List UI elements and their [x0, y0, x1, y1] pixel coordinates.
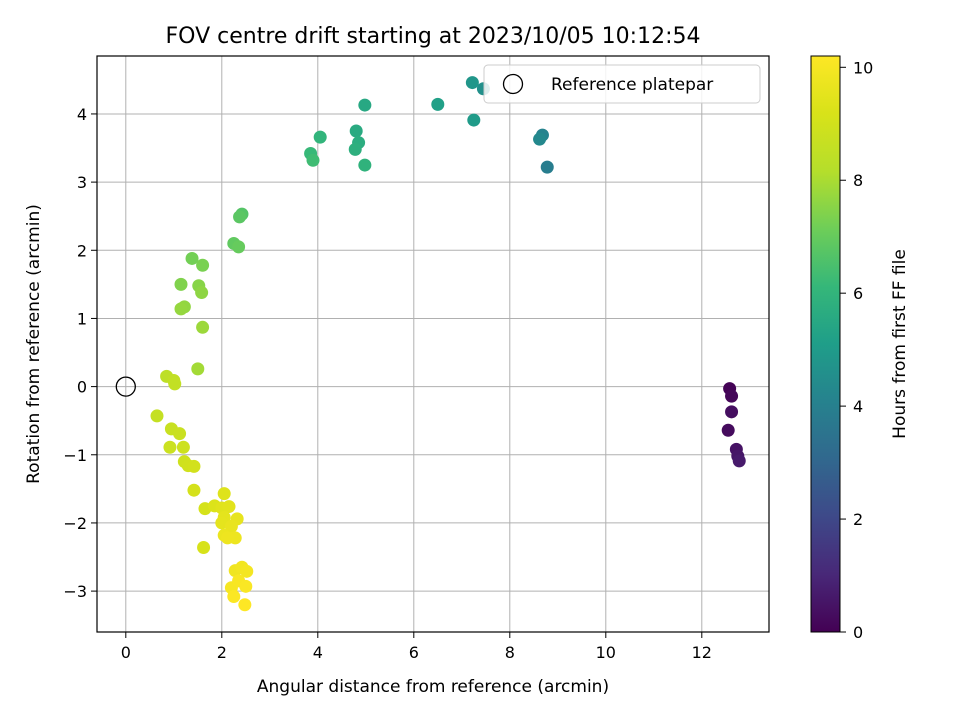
data-point [187, 483, 201, 497]
data-point [197, 540, 211, 554]
data-point [238, 598, 252, 612]
data-point [725, 389, 739, 403]
data-point [358, 158, 372, 172]
colorbar-tick-label: 4 [853, 397, 863, 416]
chart-title: FOV centre drift starting at 2023/10/05 … [166, 24, 701, 49]
x-tick-label: 6 [409, 643, 419, 662]
y-tick-label: −2 [63, 514, 87, 533]
colorbar-tick-label: 10 [853, 58, 873, 77]
colorbar-tick-label: 0 [853, 623, 863, 642]
legend-box [483, 64, 761, 104]
colorbar: 0 2 4 6 8 10 Hours from first FF file [810, 55, 910, 642]
data-point [732, 454, 746, 468]
x-tick-label: 8 [505, 643, 515, 662]
data-point [349, 124, 363, 138]
x-tick-label: 2 [217, 643, 227, 662]
data-point [227, 590, 241, 604]
data-point [232, 240, 246, 254]
data-point [174, 277, 188, 291]
y-tick-label: 3 [77, 173, 87, 192]
data-point [195, 286, 209, 300]
y-tick-label: 2 [77, 241, 87, 260]
colorbar-tick-label: 8 [853, 171, 863, 190]
y-tick-label: −1 [63, 446, 87, 465]
data-point [221, 531, 235, 545]
plot-frame [96, 55, 770, 633]
x-axis-label: Angular distance from reference (arcmin) [257, 677, 609, 697]
legend: Reference platepar [483, 64, 761, 104]
x-tick-label: 12 [692, 643, 712, 662]
colorbar-label: Hours from first FF file [890, 249, 910, 439]
y-axis-label: Rotation from reference (arcmin) [24, 204, 44, 484]
data-point [233, 210, 247, 224]
data-point [467, 113, 481, 127]
legend-label-reference: Reference platepar [551, 75, 713, 95]
data-point [306, 153, 320, 167]
data-point [173, 427, 187, 441]
x-tick-label: 0 [121, 643, 131, 662]
data-point [725, 405, 739, 419]
data-point [540, 160, 554, 174]
data-point [465, 76, 479, 90]
x-tick-label: 10 [596, 643, 616, 662]
data-point [721, 423, 735, 437]
data-point [187, 459, 201, 473]
data-point [174, 302, 188, 316]
data-point [533, 132, 547, 146]
data-point [431, 97, 445, 111]
y-tick-label: 4 [77, 105, 87, 124]
data-point [358, 98, 372, 112]
data-point [191, 362, 205, 376]
legend-marker-reference [502, 73, 524, 95]
data-point [222, 500, 236, 514]
data-point [150, 409, 164, 423]
reference-platepar-marker [115, 376, 136, 397]
grid-lines [97, 56, 769, 632]
y-tick-label: 0 [77, 378, 87, 397]
data-points [115, 76, 746, 612]
colorbar-tick-label: 2 [853, 510, 863, 529]
data-point [163, 440, 177, 454]
data-point [240, 564, 254, 578]
y-tick-label: −3 [63, 582, 87, 601]
data-point [348, 142, 362, 156]
data-point [313, 130, 327, 144]
colorbar-tick-label: 6 [853, 284, 863, 303]
data-point [168, 377, 182, 391]
data-point [224, 519, 238, 533]
x-tick-label: 4 [313, 643, 323, 662]
data-point [217, 487, 231, 501]
data-point [185, 251, 199, 265]
data-point [196, 320, 210, 334]
y-tick-label: 1 [77, 309, 87, 328]
data-point [176, 440, 190, 454]
data-point [239, 579, 253, 593]
colorbar-ticks: 0 2 4 6 8 10 [840, 58, 873, 642]
data-point [196, 258, 210, 272]
colorbar-gradient [810, 55, 841, 633]
